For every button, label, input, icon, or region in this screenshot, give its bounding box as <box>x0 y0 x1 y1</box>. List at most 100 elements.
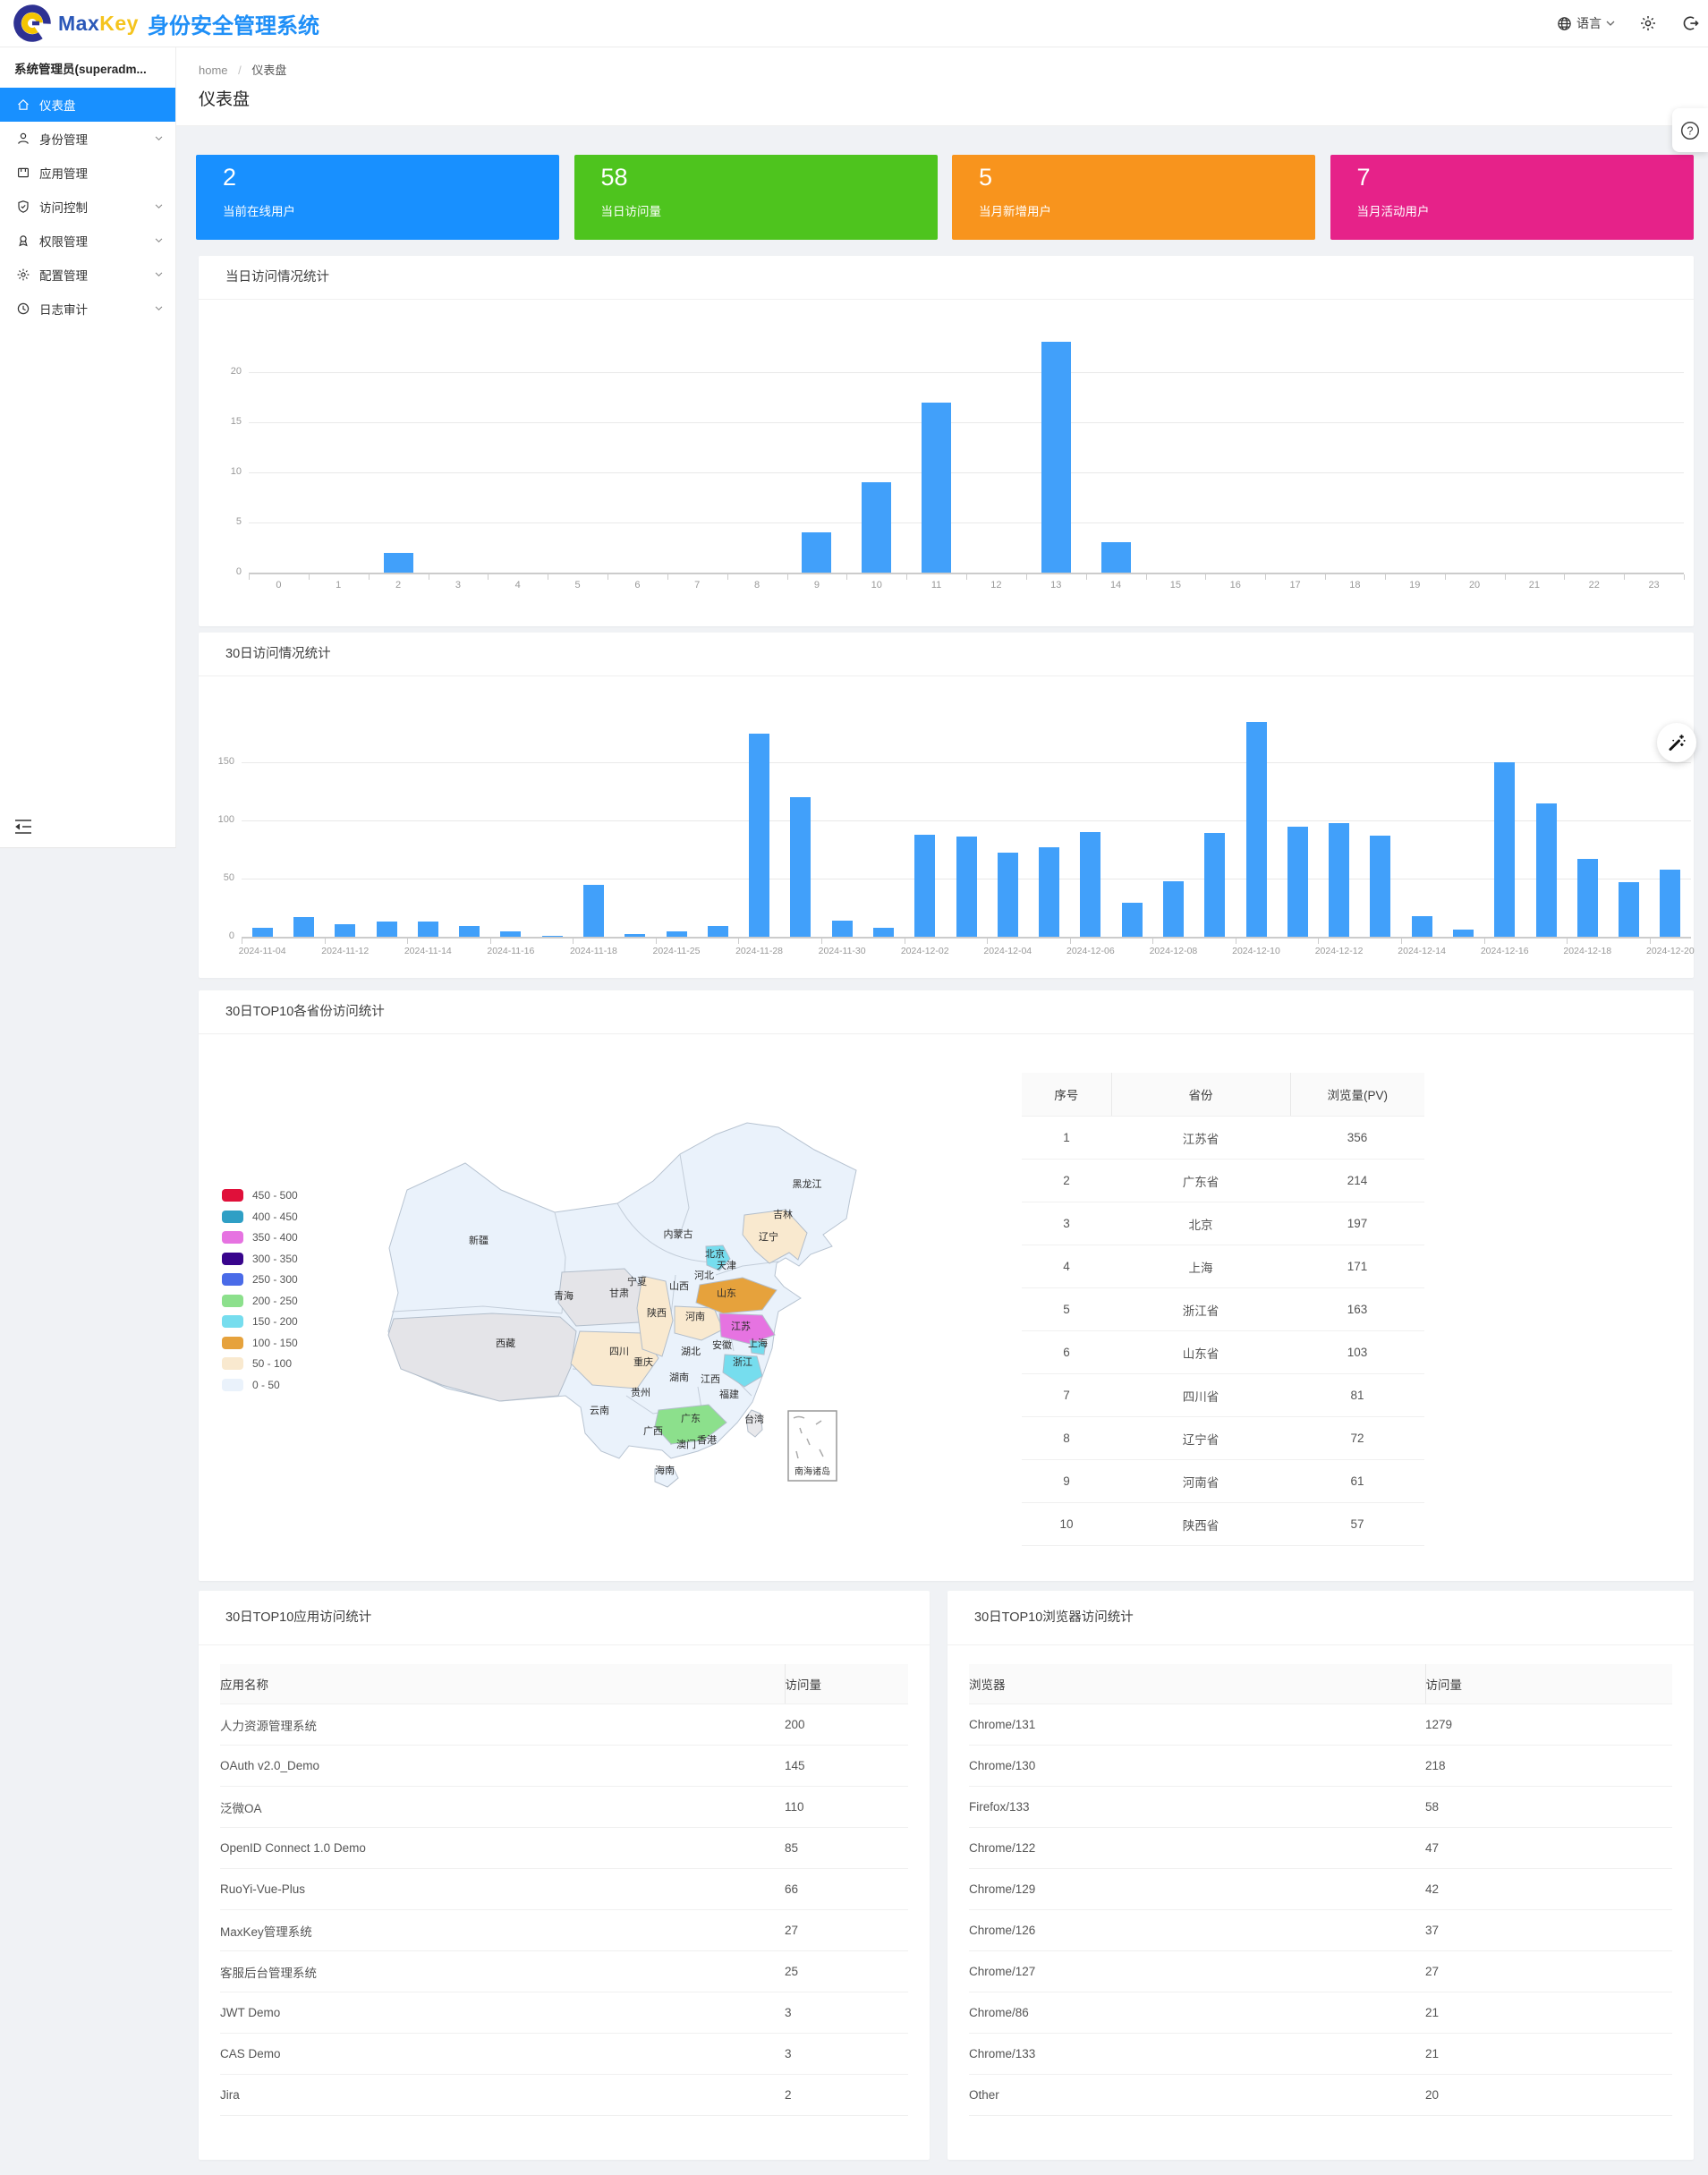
monthly-visits-chart[interactable]: 0 50 100 150 2024-11-04 2024-11-12 2024-11-14 2… <box>199 675 1695 978</box>
province-region[interactable] <box>722 1354 763 1388</box>
province-region[interactable] <box>749 1339 767 1355</box>
table-row: 6 山东省 103 <box>1022 1330 1424 1374</box>
logout-button[interactable] <box>1681 13 1701 33</box>
stat-label: 当日访问量 <box>600 205 662 218</box>
x-axis-tick <box>1069 939 1071 944</box>
x-axis-tick-label: 0 <box>276 580 282 590</box>
province-region[interactable] <box>387 1313 577 1402</box>
legend-range-label: 200 - 250 <box>252 1294 298 1307</box>
bar <box>376 922 397 937</box>
bar <box>1494 762 1516 937</box>
table-cell: 泛微OA <box>220 1786 785 1828</box>
table-cell: Chrome/127 <box>969 1950 1425 1992</box>
x-axis-tick-label: 19 <box>1409 580 1421 590</box>
sidebar-item-app[interactable]: 应用管理 <box>0 156 175 190</box>
legend-item[interactable]: 450 - 500 <box>222 1189 298 1202</box>
x-axis-tick-label: 14 <box>1109 580 1122 590</box>
table-cell: 61 <box>1290 1459 1424 1503</box>
legend-item[interactable]: 300 - 350 <box>222 1252 298 1265</box>
gridline <box>249 422 1684 423</box>
legend-item[interactable]: 400 - 450 <box>222 1210 298 1223</box>
brand[interactable]: MaxKey 身份安全管理系统 <box>13 4 319 42</box>
legend-item[interactable]: 100 - 150 <box>222 1336 298 1349</box>
legend-item[interactable]: 150 - 200 <box>222 1315 298 1328</box>
bar <box>1041 342 1071 573</box>
x-axis-tick-label: 16 <box>1229 580 1241 590</box>
x-axis-tick-label: 2024-12-16 <box>1480 946 1529 956</box>
legend-swatch <box>222 1294 243 1307</box>
table-cell: 163 <box>1290 1287 1424 1331</box>
sidebar-item-gear[interactable]: 配置管理 <box>0 258 175 292</box>
legend-item[interactable]: 200 - 250 <box>222 1294 298 1307</box>
province-label: 辽宁 <box>759 1230 778 1243</box>
chevron-down-icon <box>155 306 163 311</box>
table-cell: 20 <box>1425 2074 1672 2116</box>
province-header-row: 序号 省份 浏览量(PV) <box>1022 1073 1424 1117</box>
language-switcher[interactable]: 语言 <box>1557 14 1615 32</box>
province-region[interactable] <box>742 1209 808 1264</box>
help-button[interactable]: ? <box>1672 108 1708 152</box>
x-axis-tick <box>1401 939 1402 944</box>
theme-wand-button[interactable] <box>1657 723 1696 762</box>
top-browsers-title: 30日TOP10浏览器访问统计 <box>974 1610 1134 1625</box>
table-cell: Chrome/131 <box>969 1703 1425 1746</box>
table-cell: 37 <box>1425 1909 1672 1951</box>
province-label: 广西 <box>643 1425 663 1437</box>
bar <box>335 923 356 937</box>
bar <box>790 797 812 937</box>
province-region[interactable] <box>654 1404 727 1445</box>
shield-icon <box>16 200 30 214</box>
sidebar-item-shield[interactable]: 访问控制 <box>0 190 175 224</box>
user-icon <box>16 132 30 146</box>
bar <box>914 834 936 937</box>
table-cell: 85 <box>785 1827 908 1869</box>
sidebar-item-label: 权限管理 <box>39 235 88 249</box>
province-label: 安徽 <box>712 1338 732 1351</box>
province-region[interactable] <box>745 1409 763 1438</box>
x-axis-tick <box>489 939 491 944</box>
table-cell: 8 <box>1022 1416 1111 1460</box>
apps-header-row: 应用名称 访问量 <box>220 1664 908 1704</box>
province-region[interactable] <box>705 1245 731 1271</box>
divider <box>199 299 1694 300</box>
sidebar-item-user[interactable]: 身份管理 <box>0 122 175 156</box>
magic-wand-icon <box>1669 735 1686 751</box>
province-region[interactable] <box>718 1313 776 1345</box>
legend-item[interactable]: 250 - 300 <box>222 1273 298 1286</box>
x-axis-tick-label: 2024-11-14 <box>404 946 452 956</box>
stat-label: 当月新增用户 <box>979 205 1051 218</box>
sidebar-item-badge[interactable]: 权限管理 <box>0 224 175 258</box>
sidebar-item-clock[interactable]: 日志审计 <box>0 292 175 326</box>
gridline <box>242 820 1691 821</box>
table-cell: 人力资源管理系统 <box>220 1703 785 1746</box>
legend-item[interactable]: 350 - 400 <box>222 1231 298 1244</box>
table-row: 9 河南省 61 <box>1022 1459 1424 1503</box>
x-axis-tick <box>1325 574 1326 580</box>
breadcrumb-home-link[interactable]: home <box>199 64 228 77</box>
table-cell: Chrome/129 <box>969 1868 1425 1910</box>
province-region[interactable] <box>636 1275 674 1357</box>
legend-item[interactable]: 0 - 50 <box>222 1378 280 1391</box>
bar <box>1411 915 1432 937</box>
sidebar-collapse-button[interactable] <box>14 819 32 835</box>
province-region[interactable] <box>674 1305 724 1341</box>
province-label: 江苏 <box>731 1321 751 1332</box>
table-cell: 214 <box>1290 1159 1424 1202</box>
province-region[interactable] <box>654 1466 679 1488</box>
sidebar-item-home[interactable]: 仪表盘 <box>0 88 175 122</box>
province-region[interactable] <box>695 1277 778 1314</box>
province-label: 福建 <box>719 1388 739 1400</box>
legend-item[interactable]: 50 - 100 <box>222 1357 292 1370</box>
column-header: 省份 <box>1110 1073 1290 1117</box>
clock-icon <box>16 302 30 316</box>
x-axis-tick-label: 17 <box>1289 580 1301 590</box>
table-row: OAuth v2.0_Demo 145 <box>220 1745 908 1787</box>
settings-button[interactable] <box>1638 13 1658 33</box>
sidebar: 系统管理员(superadm... 仪表盘 身份管理 应用管理 访问控制 权限管理 配置管… <box>0 47 176 848</box>
daily-visits-chart[interactable]: 0 5 10 15 20 0 1 2 3 4 5 6 7 8 9 10 11 12 13 14 15 16 17 18 19 20… <box>199 299 1694 626</box>
table-cell: 3 <box>785 1992 908 2034</box>
x-axis-tick-label: 2024-12-04 <box>983 946 1032 956</box>
x-axis-tick-label: 23 <box>1648 580 1660 590</box>
